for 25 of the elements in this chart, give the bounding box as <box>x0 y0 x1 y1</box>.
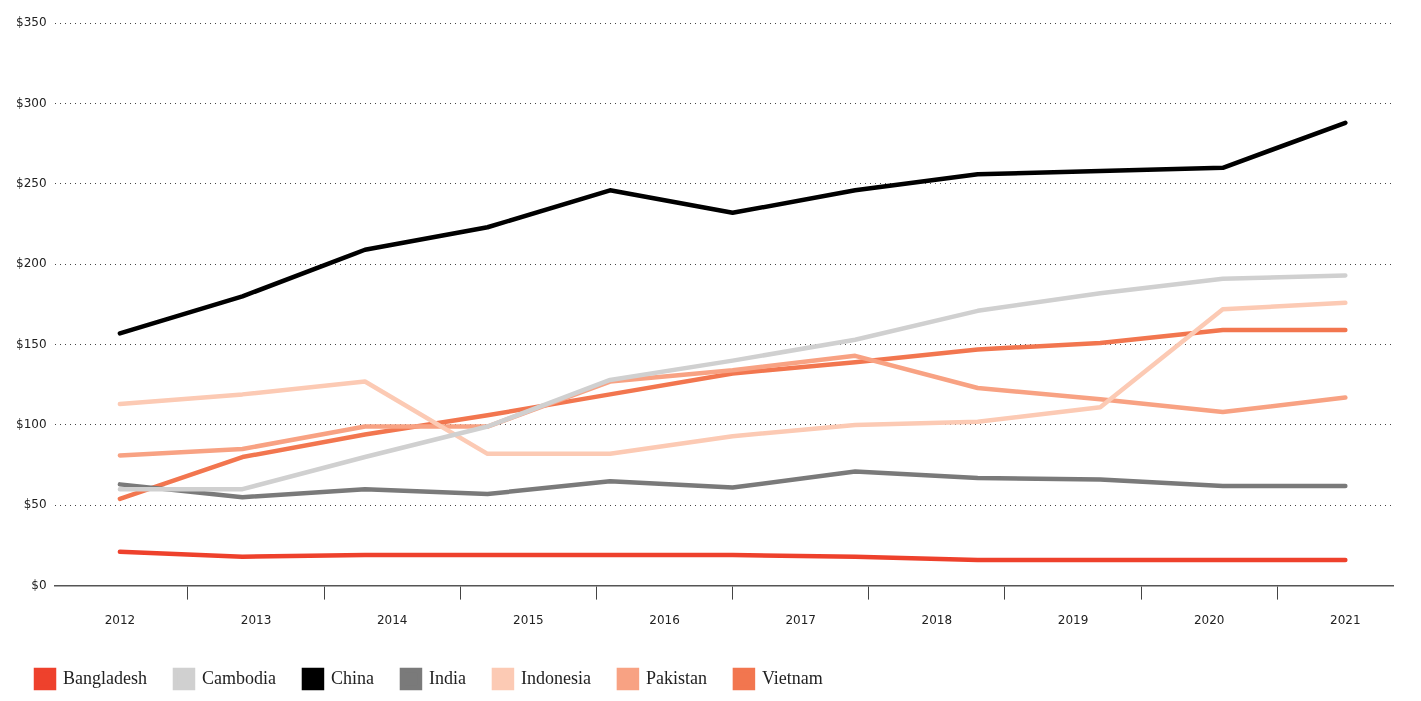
legend-label: Cambodia <box>201 667 276 688</box>
y-tick-label: $0 <box>31 577 47 592</box>
legend-label: China <box>330 667 374 688</box>
legend-label: Vietnam <box>761 667 823 688</box>
x-tick-label: 2019 <box>1057 612 1089 627</box>
legend-label: Indonesia <box>520 667 591 688</box>
x-tick-label: 2012 <box>104 612 136 627</box>
x-tick-label: 2021 <box>1330 612 1361 627</box>
x-tick-label: 2016 <box>649 612 680 627</box>
y-tick-label: $300 <box>15 95 47 110</box>
y-tick-label: $200 <box>15 256 47 271</box>
legend-label: Bangladesh <box>63 667 147 688</box>
x-tick-label: 2013 <box>240 612 272 627</box>
y-tick-label: $150 <box>15 336 47 351</box>
y-tick-label: $350 <box>15 15 47 30</box>
y-tick-label: $250 <box>15 176 47 191</box>
x-tick-label: 2020 <box>1193 612 1225 627</box>
y-tick-label: $100 <box>15 417 47 432</box>
legend-label: India <box>428 667 466 688</box>
x-tick-label: 2015 <box>513 612 544 627</box>
x-tick-label: 2017 <box>785 612 816 627</box>
x-tick-label: 2018 <box>921 612 953 627</box>
y-tick-label: $50 <box>23 497 47 512</box>
legend-label: Pakistan <box>645 667 707 688</box>
x-tick-label: 2014 <box>376 612 408 627</box>
